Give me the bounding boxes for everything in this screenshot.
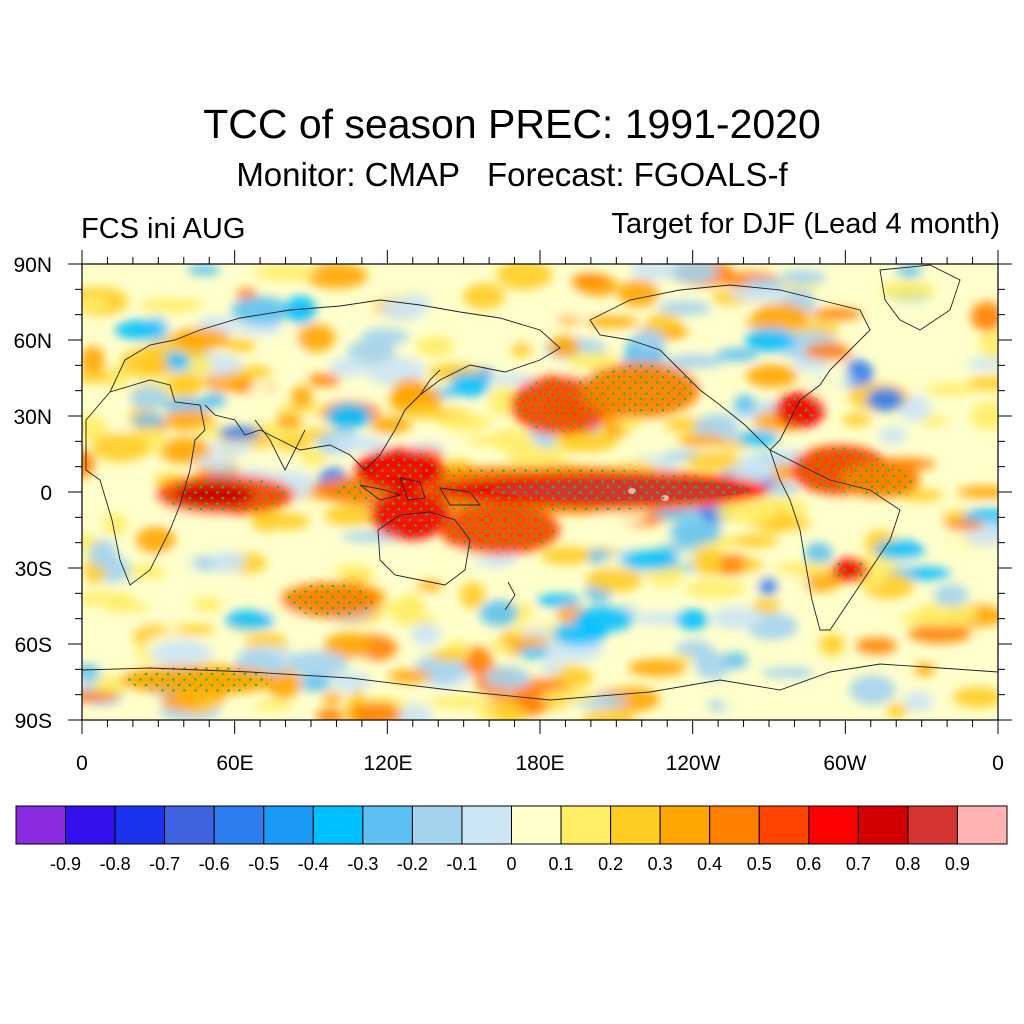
colorbar-label: -0.2 (397, 854, 428, 874)
longitude-labels: 0 60E 120E 180E 120W 60W 0 (76, 752, 1004, 775)
colorbar-swatch (659, 805, 711, 845)
lon-label: 0 (76, 752, 88, 775)
colorbar-label: 0.8 (895, 854, 920, 874)
colorbar-swatch (907, 805, 958, 845)
colorbar-swatch (411, 805, 463, 845)
lat-label: 0 (40, 482, 52, 505)
colorbar-swatch (461, 805, 513, 845)
colorbar-label: -0.6 (199, 854, 230, 874)
colorbar-label: 0.3 (648, 854, 673, 874)
lon-label: 60W (823, 752, 866, 775)
latitude-labels: 90N 60N 30N 0 30S 60S 90S (13, 254, 52, 733)
lat-label: 90S (15, 710, 52, 733)
lat-label: 60N (13, 330, 52, 353)
colorbar-label: -0.1 (446, 854, 477, 874)
figure-title: TCC of season PREC: 1991-2020 (203, 101, 821, 147)
colorbar-swatch (511, 805, 562, 845)
lat-label: 30N (13, 406, 52, 429)
colorbar-swatch (808, 805, 859, 845)
colorbar-label: 0.9 (945, 854, 970, 874)
lat-label: 60S (15, 634, 52, 657)
figure-subtitle: Monitor: CMAP Forecast: FGOALS-f (236, 156, 788, 193)
colorbar-swatch (213, 805, 265, 845)
init-label: FCS ini AUG (81, 213, 246, 245)
colorbar-swatch (164, 805, 215, 845)
target-label: Target for DJF (Lead 4 month) (611, 208, 1000, 240)
colorbar-swatch (709, 805, 760, 845)
colorbar-swatch (114, 805, 166, 845)
lon-label: 0 (992, 752, 1004, 775)
coastlines (82, 264, 998, 701)
colorbar-label: -0.8 (100, 854, 131, 874)
colorbar-label: -0.3 (347, 854, 378, 874)
correlation-field (82, 264, 998, 720)
colorbar-label: 0.6 (796, 854, 821, 874)
colorbar-label: 0.7 (846, 854, 871, 874)
colorbar-label: 0.4 (697, 854, 722, 874)
lon-label: 120W (666, 752, 721, 775)
colorbar-swatch (312, 805, 364, 845)
colorbar-swatch (263, 805, 314, 845)
colorbar-label: 0 (506, 854, 516, 874)
lat-label: 90N (13, 254, 52, 277)
colorbar-swatch (362, 805, 413, 845)
colorbar-label: -0.4 (298, 854, 329, 874)
colorbar-swatch (610, 805, 661, 845)
colorbar-swatch (560, 805, 612, 845)
colorbar-swatch (65, 805, 116, 845)
colorbar-swatch (956, 805, 1008, 845)
colorbar-label: 0.5 (747, 854, 772, 874)
lon-label: 120E (363, 752, 412, 775)
colorbar: -0.9 -0.8 -0.7 -0.6 -0.5 -0.4 -0.3 -0.2 -0.1 0 0.1… (15, 805, 1008, 874)
lon-label: 180E (515, 752, 564, 775)
colorbar-label: 0.1 (549, 854, 574, 874)
colorbar-label: -0.9 (50, 854, 81, 874)
colorbar-label: -0.5 (248, 854, 279, 874)
colorbar-swatch (758, 805, 810, 845)
lat-label: 30S (15, 558, 52, 581)
colorbar-swatch (857, 805, 909, 845)
colorbar-label: 0.2 (598, 854, 623, 874)
colorbar-swatch (15, 805, 67, 845)
lon-label: 60E (216, 752, 253, 775)
colorbar-label: -0.7 (149, 854, 180, 874)
